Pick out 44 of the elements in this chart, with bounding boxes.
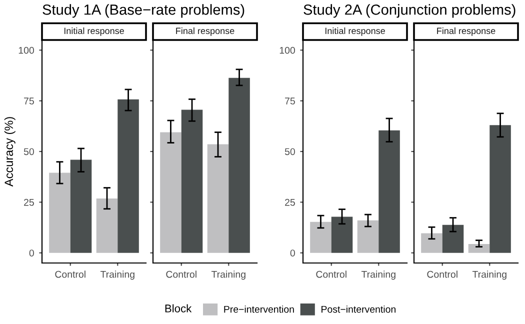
y-tick-label: 75 [285, 98, 295, 104]
bar [96, 198, 118, 253]
y-tick-label: 100 [280, 46, 295, 54]
bar [160, 132, 182, 253]
legend-label: Pre−intervention [224, 306, 294, 313]
y-tick-label: 100 [18, 46, 34, 54]
bar [378, 130, 400, 253]
chart-subtitle: Final response [176, 27, 234, 36]
y-tick-label: 25 [285, 198, 295, 206]
bar [70, 160, 92, 253]
x-tick-label: Control [316, 270, 346, 278]
bar [207, 144, 229, 253]
x-tick-label: Control [55, 270, 86, 278]
y-tick-label: 50 [284, 148, 295, 156]
chart-title: Study 2A (Conjunction problems) [304, 4, 516, 18]
bar [310, 222, 332, 253]
legend-title: Block [165, 304, 192, 312]
x-tick-label: Training [211, 270, 246, 280]
y-tick-label: 50 [24, 148, 34, 156]
bar [181, 110, 203, 253]
x-tick-label: Training [361, 270, 396, 280]
x-tick-label: Control [427, 270, 458, 278]
bar [490, 125, 511, 253]
x-tick-label: Training [472, 270, 506, 280]
y-tick-label: 25 [24, 198, 34, 206]
y-tick-label: 0 [29, 250, 34, 256]
chart-subtitle: Initial response [64, 27, 124, 36]
y-tick-label: 75 [24, 98, 34, 104]
y-axis-title: Accuracy (%) [4, 117, 16, 187]
bar [357, 220, 379, 253]
x-tick-label: Training [100, 270, 134, 280]
bar [421, 233, 442, 253]
bar [118, 99, 139, 253]
chart-subtitle: Initial response [325, 27, 385, 36]
chart-subtitle: Final response [437, 27, 496, 36]
legend-label: Post−intervention [322, 306, 396, 313]
bar [49, 172, 70, 253]
bar [331, 216, 353, 253]
y-tick-label: 0 [290, 250, 295, 256]
x-tick-label: Control [166, 270, 196, 278]
bar [468, 244, 490, 253]
bar [228, 78, 250, 253]
bar [442, 224, 464, 253]
chart-title: Study 1A (Base−rate problems) [42, 4, 244, 18]
